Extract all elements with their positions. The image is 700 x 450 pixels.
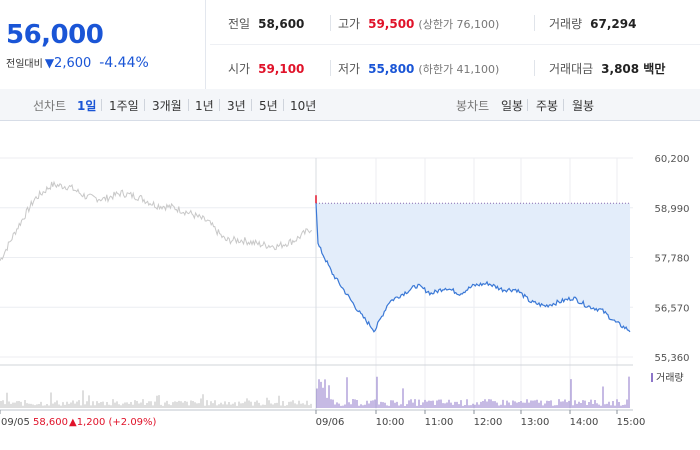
tab-10year[interactable]: 10년 [290,99,317,113]
change-value: 2,600 [54,56,92,71]
y-tick-label: 60,200 [655,154,690,165]
prev-day-change: ▲1,200 (+2.09%) [69,417,157,428]
divider [283,99,284,111]
x-tick-label: 13:00 [521,417,550,428]
x-tick-label: 09/05 [1,417,30,428]
series-line-prev-day [0,180,313,262]
tab-5year[interactable]: 5년 [259,99,278,113]
change-label: 전일대비 [6,59,43,70]
candle-chart-label: 봉차트 [456,99,490,113]
prev-day-close: 58,600 [33,417,68,428]
decline-area-fill [316,203,630,332]
x-tick-label: 12:00 [474,417,503,428]
divider [101,99,102,111]
divider [330,15,331,31]
stat-high: 고가 59,500 (상한가 76,100) [338,17,500,31]
stats-divider [210,44,700,45]
tab-3month[interactable]: 3개월 [152,99,182,113]
stat-open: 시가 59,100 [228,62,305,76]
tab-monthly-candle[interactable]: 월봉 [572,99,595,113]
divider [534,15,535,31]
down-triangle-icon: ▼ [44,56,55,70]
stat-amount: 거래대금 3,808 백만 [549,62,666,76]
x-tick-label: 15:00 [617,417,646,428]
divider [563,99,564,111]
quote-header: 56,000 전일대비 ▼2,600 -4.44% 전일 58,600 고가 59,50… [0,0,700,90]
current-price: 56,000 [6,20,104,50]
divider [330,60,331,76]
stat-low: 저가 55,800 (하한가 41,100) [338,62,500,76]
tab-daily-candle[interactable]: 일봉 [501,99,524,113]
price-change: 전일대비 ▼2,600 -4.44% [6,55,149,71]
x-tick-label: 11:00 [425,417,454,428]
x-tick-label: 10:00 [376,417,405,428]
line-chart-label: 선차트 [33,99,67,113]
volume-legend: 거래량 [656,372,684,384]
tab-weekly-candle[interactable]: 주봉 [536,99,559,113]
price-chart[interactable]: 60,200 58,990 57,780 56,570 55,360 거래량 09/05… [0,121,700,450]
divider [219,99,220,111]
tab-1year[interactable]: 1년 [195,99,214,113]
volume-bars [0,376,630,408]
x-tick-label: 09/06 [316,417,345,428]
divider [251,99,252,111]
volume-legend-swatch [651,373,653,382]
stat-prev-close: 전일 58,600 [228,17,305,31]
y-tick-label: 56,570 [655,303,690,314]
divider [144,99,145,111]
change-percent: -4.44% [99,55,149,71]
x-axis: 09/05 09/06 10:00 11:00 12:00 13:00 14:00 15:00 [0,410,645,428]
tab-3year[interactable]: 3년 [227,99,246,113]
tab-1week[interactable]: 1주일 [109,99,139,113]
chart-period-tabs: 선차트 1일 1주일 3개월 1년 3년 5년 10년 봉차트 일봉 주봉 월봉 [0,89,700,121]
tab-1day[interactable]: 1일 [77,99,97,113]
divider [527,99,528,111]
divider [188,99,189,111]
y-tick-label: 58,990 [655,204,690,215]
price-summary: 56,000 전일대비 ▼2,600 -4.44% [0,0,206,89]
y-tick-label: 55,360 [655,353,690,364]
series-line-today [315,203,631,333]
y-axis: 60,200 58,990 57,780 56,570 55,360 [655,154,690,364]
x-tick-label: 14:00 [570,417,599,428]
stat-volume: 거래량 67,294 [549,17,637,31]
y-tick-label: 57,780 [655,254,690,265]
divider [534,60,535,76]
